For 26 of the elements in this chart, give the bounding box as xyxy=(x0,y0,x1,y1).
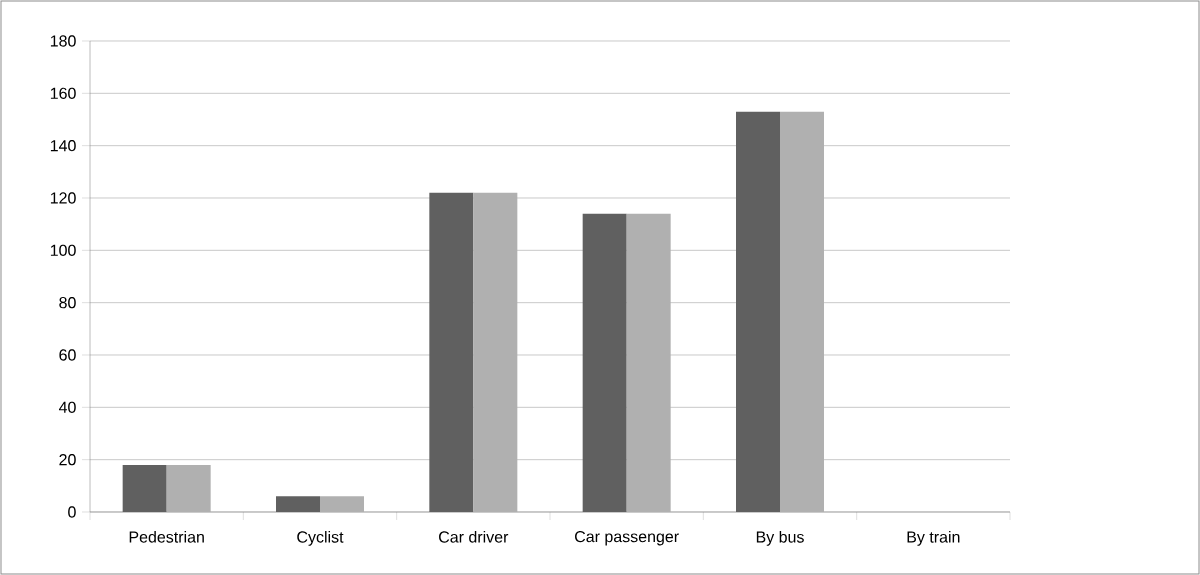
bar xyxy=(473,192,518,512)
x-tick-label: By train xyxy=(907,530,960,546)
y-tick-label: 100 xyxy=(50,244,76,256)
bar xyxy=(122,464,167,512)
x-tick-label: Car passenger xyxy=(575,530,679,546)
y-tick-label: 0 xyxy=(68,506,76,518)
bar xyxy=(626,213,671,512)
bar xyxy=(429,192,474,512)
x-tick-label: Car driver xyxy=(439,530,509,543)
y-tick-label: 20 xyxy=(59,454,76,466)
bar xyxy=(736,111,781,512)
y-tick-label: 60 xyxy=(59,349,76,361)
y-tick-label: 180 xyxy=(50,35,76,47)
x-tick-label: By bus xyxy=(756,530,804,546)
bar xyxy=(780,111,824,512)
x-tick-label: Cyclist xyxy=(297,530,344,546)
y-tick-label: 40 xyxy=(58,401,76,413)
bar xyxy=(166,464,211,512)
y-tick-label: 120 xyxy=(50,192,76,204)
y-tick-label: 80 xyxy=(59,297,76,309)
bar xyxy=(276,496,320,512)
y-tick-label: 140 xyxy=(50,140,76,152)
bar xyxy=(320,496,364,512)
x-tick-label: Pedestrian xyxy=(129,530,204,543)
bar xyxy=(582,213,627,512)
y-tick-label: 160 xyxy=(50,87,76,99)
